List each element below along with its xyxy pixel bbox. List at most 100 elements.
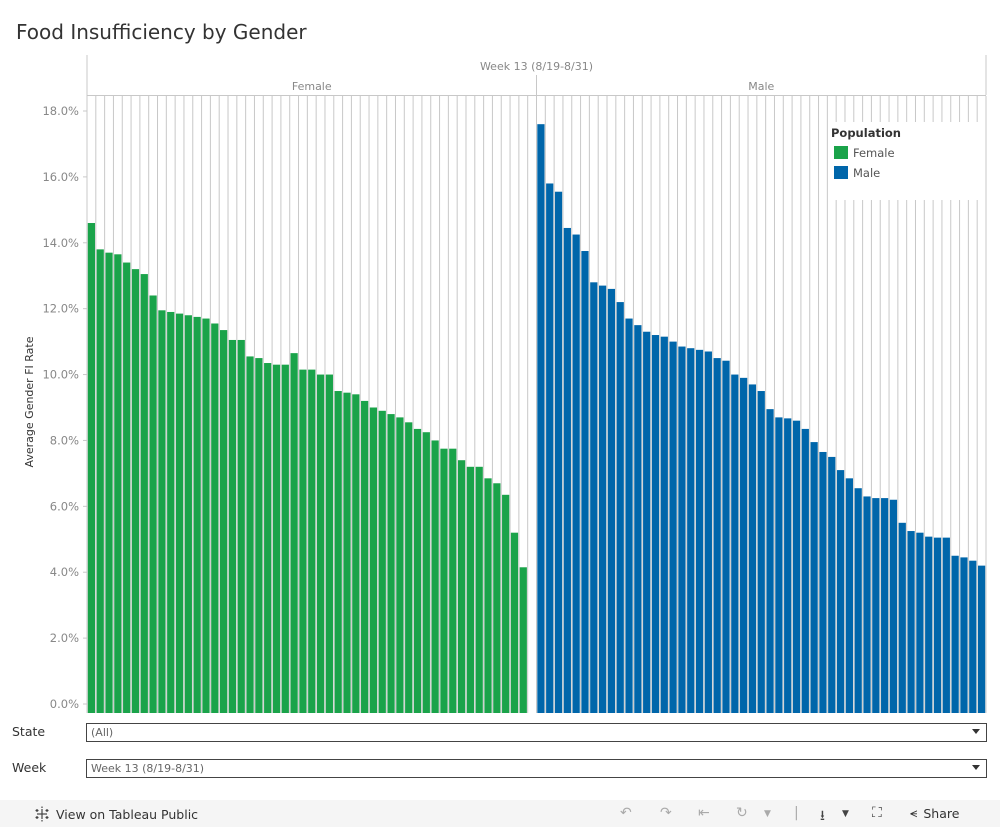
- y-axis-title: Average Gender FI Rate: [23, 336, 36, 467]
- bar-male: [563, 227, 571, 714]
- y-tick-label: 14.0%: [42, 236, 79, 250]
- bar-female: [519, 567, 527, 713]
- y-tick-label: 8.0%: [50, 433, 79, 447]
- bar-male: [643, 331, 651, 713]
- bar-male: [836, 470, 845, 713]
- week-filter-label: Week: [12, 760, 47, 775]
- y-tick-label: 12.0%: [42, 302, 79, 316]
- y-tick-label: 18.0%: [42, 104, 79, 118]
- bar-female: [449, 448, 457, 713]
- bar-male: [792, 420, 801, 713]
- bar-female: [220, 330, 228, 713]
- view-on-tableau-public-link[interactable]: View on Tableau Public: [34, 806, 198, 822]
- bar-female: [167, 311, 175, 713]
- legend-title: Population: [831, 126, 901, 140]
- state-filter-label: State: [12, 724, 46, 739]
- bar-male: [819, 451, 827, 713]
- bar-female: [281, 364, 289, 713]
- share-button[interactable]: ⪪ Share: [910, 806, 959, 821]
- dropdown-arrow-icon[interactable]: [972, 729, 980, 734]
- bar-male: [801, 428, 809, 713]
- tableau-toolbar: View on Tableau Public ↶ ↷ ⇤ ↻ ▼ | ⭳ ▼ ⛶…: [0, 800, 1000, 827]
- toolbar-divider: |: [794, 805, 799, 821]
- bar-male: [537, 124, 545, 713]
- legend-swatch-female: [834, 146, 848, 159]
- bar-male: [881, 498, 889, 713]
- bar-female: [325, 374, 333, 713]
- bar-female: [502, 494, 510, 713]
- bar-female: [228, 339, 237, 713]
- bar-female: [387, 414, 395, 713]
- state-filter-value: (All): [91, 726, 114, 739]
- bar-male: [581, 251, 589, 713]
- week-filter-dropdown[interactable]: Week 13 (8/19-8/31): [86, 759, 987, 778]
- dropdown-arrow-icon[interactable]: [972, 765, 980, 770]
- bar-female: [484, 478, 492, 713]
- bar-female: [422, 432, 430, 713]
- bar-female: [352, 394, 360, 713]
- bar-male: [748, 384, 757, 713]
- legend-label-male: Male: [853, 166, 880, 180]
- pane-header-male: Male: [748, 80, 774, 93]
- redo-icon[interactable]: ↷: [660, 805, 672, 821]
- bar-male: [678, 346, 686, 713]
- bar-male: [889, 499, 898, 713]
- state-filter-dropdown[interactable]: (All): [86, 723, 987, 742]
- bar-male: [907, 531, 915, 713]
- bar-female: [193, 316, 201, 713]
- bar-male: [607, 288, 616, 713]
- bar-female: [184, 315, 192, 713]
- bar-male: [898, 522, 906, 713]
- share-icon: ⪪: [910, 806, 918, 821]
- bar-female: [211, 323, 219, 713]
- bar-female: [440, 448, 448, 713]
- bar-male: [590, 282, 598, 713]
- bar-female: [510, 532, 519, 713]
- bar-female: [290, 353, 298, 713]
- bar-male: [740, 377, 748, 713]
- bar-female: [105, 252, 113, 713]
- share-label: Share: [923, 806, 960, 821]
- refresh-dropdown-icon[interactable]: ▼: [764, 809, 771, 819]
- bar-female: [493, 483, 501, 713]
- download-dropdown-icon[interactable]: ▼: [842, 809, 849, 819]
- bar-female: [413, 428, 422, 713]
- y-tick-label: 6.0%: [50, 499, 79, 513]
- bar-female: [175, 313, 184, 713]
- bar-female: [237, 339, 245, 713]
- bar-male: [546, 183, 554, 713]
- bar-male: [554, 191, 563, 714]
- bar-female: [475, 466, 483, 713]
- undo-icon[interactable]: ↶: [620, 805, 632, 821]
- legend-box: [828, 122, 978, 200]
- bar-male: [872, 498, 880, 713]
- legend-label-female: Female: [853, 146, 895, 160]
- bar-male: [757, 391, 765, 713]
- y-tick-label: 10.0%: [42, 368, 79, 382]
- revert-icon[interactable]: ⇤: [698, 805, 710, 821]
- bar-female: [255, 358, 263, 713]
- y-tick-label: 0.0%: [50, 697, 79, 711]
- bar-female: [378, 410, 386, 713]
- bar-female: [466, 466, 475, 713]
- bar-male: [722, 360, 730, 713]
- bar-female: [405, 422, 413, 713]
- download-icon[interactable]: ⭳: [820, 808, 825, 824]
- fullscreen-icon[interactable]: ⛶: [872, 805, 882, 821]
- bar-male: [854, 488, 862, 713]
- bar-male: [845, 478, 853, 713]
- bar-female: [272, 364, 281, 713]
- bar-male: [933, 537, 942, 713]
- bar-male: [687, 348, 695, 713]
- bar-male: [828, 456, 836, 713]
- bar-female: [264, 363, 272, 713]
- refresh-icon[interactable]: ↻: [736, 805, 748, 821]
- bar-male: [695, 349, 704, 713]
- bar-female: [158, 310, 166, 713]
- legend-swatch-male: [834, 166, 848, 179]
- bar-male: [969, 560, 977, 713]
- bar-male: [660, 336, 668, 713]
- bar-female: [299, 369, 307, 713]
- y-tick-label: 4.0%: [50, 565, 79, 579]
- bar-male: [916, 532, 924, 713]
